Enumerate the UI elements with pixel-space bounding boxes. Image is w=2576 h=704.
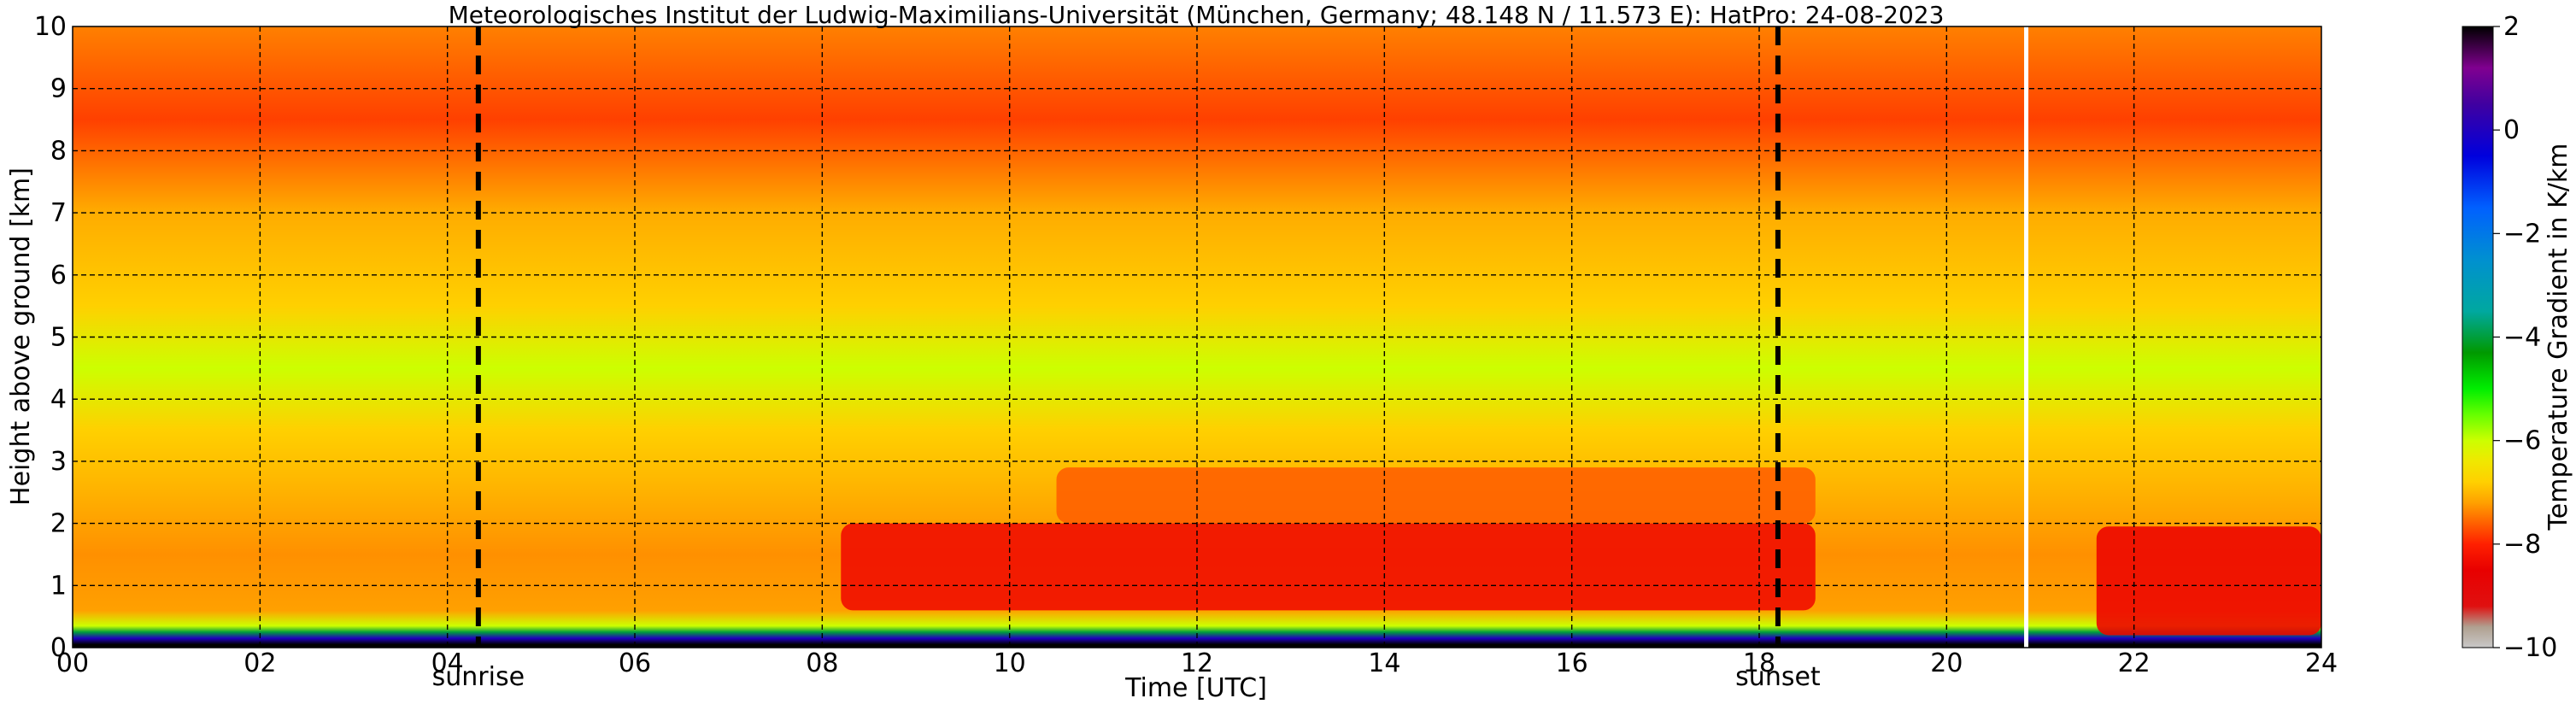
sunset-label: sunset	[1735, 662, 1821, 692]
y-tick-label: 8	[50, 136, 67, 166]
x-axis-label: Time [UTC]	[1124, 673, 1267, 703]
x-tick-label: 18	[1743, 648, 1775, 678]
y-tick-label: 7	[50, 198, 67, 228]
heatmap-regions	[841, 467, 2321, 636]
y-axis-ticks: 0 1 2 3 4 5 6 7 8 9 10	[34, 12, 67, 663]
x-tick-label: 06	[619, 648, 651, 678]
x-tick-label: 24	[2305, 648, 2338, 678]
x-tick-label: 02	[244, 648, 276, 678]
plot-area	[73, 26, 2321, 648]
y-tick-label: 2	[50, 509, 67, 539]
x-tick-label: 14	[1368, 648, 1400, 678]
y-tick-label: 4	[50, 384, 67, 414]
y-tick-label: 1	[50, 571, 67, 601]
colorbar-label: Temperature Gradient in K/km	[2544, 144, 2573, 531]
chart-title: Meteorologisches Institut der Ludwig-Max…	[449, 1, 1945, 29]
grid-lines	[73, 26, 2321, 648]
colorbar-tick-label: −4	[2503, 323, 2541, 353]
y-tick-label: 3	[50, 447, 67, 477]
x-tick-label: 20	[1930, 648, 1963, 678]
marker-labels: sunrise sunset	[432, 662, 1821, 692]
x-tick-label: 04	[431, 648, 464, 678]
colorbar-ticks: 2 0 −2 −4 −6 −8 −10	[2493, 12, 2557, 663]
x-axis-ticks: 00 02 04 06 08 10 12 14 16 18 20 22 24	[56, 642, 2338, 678]
y-tick-label: 10	[34, 12, 67, 42]
x-tick-label: 00	[56, 648, 89, 678]
heatmap-region	[2096, 526, 2321, 636]
x-tick-label: 22	[2118, 648, 2151, 678]
colorbar-tick-label: −8	[2503, 530, 2541, 560]
colorbar-tick-label: −6	[2503, 426, 2541, 456]
heatmap-region	[841, 523, 1816, 611]
y-tick-label: 9	[50, 74, 67, 104]
sunrise-label: sunrise	[432, 662, 525, 692]
x-tick-label: 10	[994, 648, 1026, 678]
x-tick-label: 16	[1556, 648, 1588, 678]
x-tick-label: 12	[1181, 648, 1213, 678]
y-tick-label: 0	[50, 633, 67, 663]
y-tick-label: 5	[50, 323, 67, 353]
x-tick-label: 08	[806, 648, 838, 678]
colorbar-tick-label: −2	[2503, 219, 2541, 249]
colorbar-tick-label: −10	[2503, 633, 2557, 663]
colorbar-tick-label: 0	[2503, 115, 2520, 145]
sun-markers	[475, 26, 1781, 648]
y-tick-label: 6	[50, 261, 67, 290]
colorbar	[2462, 26, 2494, 648]
heatmap-region	[1056, 467, 1816, 524]
colorbar-tick-label: 2	[2503, 12, 2520, 42]
y-axis-label: Height above ground [km]	[6, 167, 36, 506]
